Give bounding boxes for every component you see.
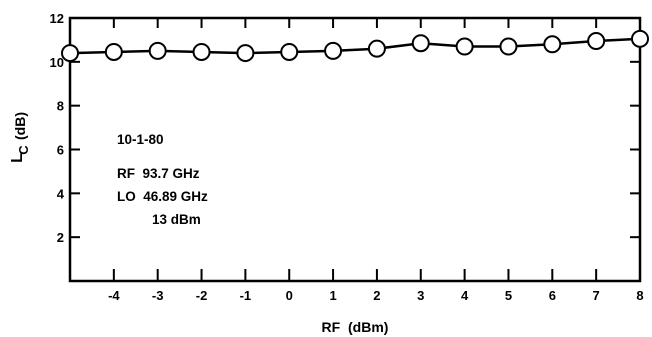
data-point--1 — [236, 44, 255, 63]
annotation-lo-power: 13 dBm — [152, 212, 201, 227]
data-point-1 — [324, 41, 343, 60]
data-point--4 — [104, 42, 123, 61]
annotation-date: 10-1-80 — [117, 132, 164, 147]
x-tick-label-7: 7 — [593, 288, 600, 303]
x-tick-label--2: -2 — [196, 288, 208, 303]
data-point-8 — [631, 29, 649, 48]
data-point-7 — [587, 32, 606, 51]
y-tick-label-8: 8 — [57, 99, 64, 114]
data-point--5 — [61, 44, 79, 63]
data-point--3 — [148, 41, 167, 60]
y-tick-label-4: 4 — [57, 186, 65, 201]
x-tick-label-8: 8 — [636, 288, 643, 303]
annotation-block: 10-1-80 RF 93.7 GHz LO 46.89 GHz 13 dBm — [117, 132, 208, 227]
x-axis-label: RF (dBm) — [322, 319, 389, 335]
data-point--2 — [192, 42, 211, 61]
x-tick-label-5: 5 — [505, 288, 512, 303]
data-point-5 — [499, 37, 518, 56]
y-tick-label-10: 10 — [50, 55, 64, 70]
y-tick-label-2: 2 — [57, 230, 64, 245]
y-axis-label-main: L — [9, 153, 26, 163]
annotation-rf-freq: RF 93.7 GHz — [117, 166, 200, 181]
data-series — [61, 29, 649, 63]
x-axis-ticks: -4 -3 -2 -1 0 1 2 3 4 5 6 7 8 — [108, 18, 644, 303]
x-tick-label-3: 3 — [417, 288, 424, 303]
x-tick-label--1: -1 — [240, 288, 252, 303]
data-point-0 — [280, 42, 299, 61]
x-tick-label-4: 4 — [461, 288, 469, 303]
y-axis-label-subscript: C — [16, 145, 31, 155]
y-tick-label-6: 6 — [57, 143, 64, 158]
x-tick-label-0: 0 — [286, 288, 293, 303]
x-tick-label-2: 2 — [373, 288, 380, 303]
data-point-3 — [411, 34, 430, 53]
data-point-2 — [367, 39, 386, 58]
x-tick-label--3: -3 — [152, 288, 164, 303]
x-tick-label--4: -4 — [108, 288, 120, 303]
y-axis-label-unit: (dB) — [12, 112, 28, 140]
y-axis-ticks: 2 4 6 8 10 12 — [50, 11, 640, 245]
annotation-lo-freq: LO 46.89 GHz — [117, 189, 208, 204]
data-point-6 — [543, 35, 562, 54]
x-tick-label-6: 6 — [549, 288, 556, 303]
y-tick-label-12: 12 — [50, 11, 64, 26]
data-point-4 — [455, 37, 474, 56]
x-tick-label-1: 1 — [329, 288, 336, 303]
